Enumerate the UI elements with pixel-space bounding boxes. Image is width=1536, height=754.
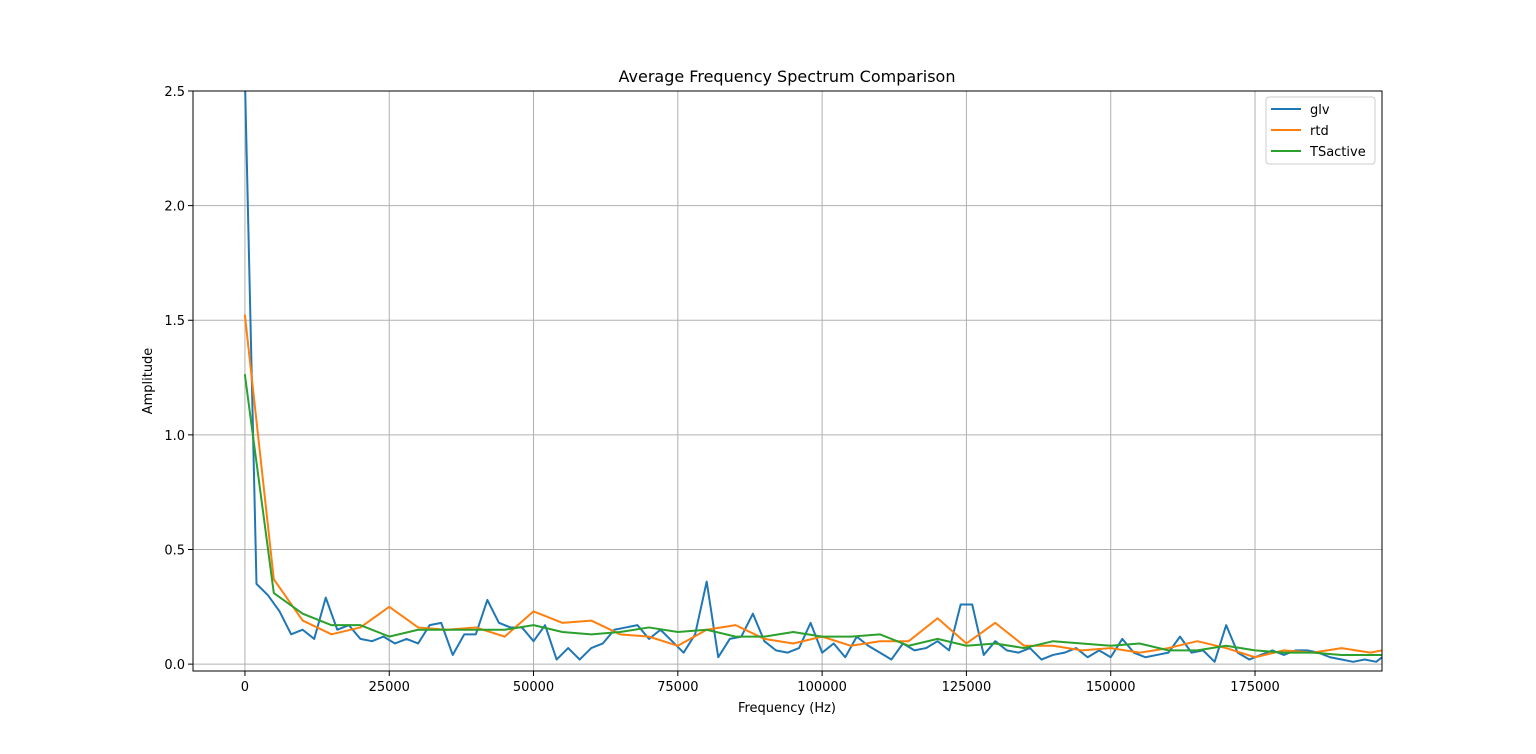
legend-label-rtd: rtd: [1310, 124, 1329, 139]
x-tick-label: 25000: [369, 680, 410, 695]
x-tick-label: 0: [241, 680, 249, 695]
x-tick-label: 50000: [513, 680, 554, 695]
x-tick-label: 75000: [657, 680, 698, 695]
series-layer: [243, 91, 1382, 663]
y-tick-label: 2.0: [164, 200, 185, 215]
y-axis-title: Amplitude: [141, 348, 156, 415]
x-tick-label: 150000: [1086, 680, 1136, 695]
x-tick-label: 125000: [942, 680, 992, 695]
y-tick-label: 1.5: [164, 314, 185, 329]
y-tick-label: 0.5: [164, 543, 185, 558]
y-tick-label: 1.0: [164, 429, 185, 444]
x-tick-label: 175000: [1230, 680, 1280, 695]
legend: glv rtd TSactive: [1265, 96, 1376, 165]
legend-box: [1265, 96, 1376, 165]
y-tick-label: 0.0: [164, 658, 185, 673]
ticks: 0 25000 50000 75000 100000 125000 150000 175000…: [164, 85, 1280, 695]
x-axis-title: Frequency (Hz): [738, 701, 836, 716]
legend-label-tsactive: TSactive: [1309, 145, 1366, 160]
chart-title: Average Frequency Spectrum Comparison: [619, 67, 956, 86]
series-line-tsactive: [243, 374, 1382, 656]
y-tick-label: 2.5: [164, 85, 185, 100]
legend-label-glv: glv: [1310, 103, 1330, 118]
plot-frame: [192, 90, 1383, 672]
x-tick-label: 100000: [797, 680, 847, 695]
